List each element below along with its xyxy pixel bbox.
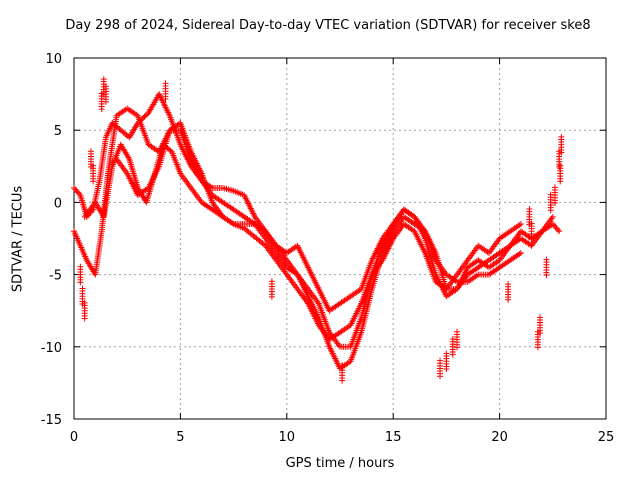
data-point: [167, 147, 174, 154]
data-point: [100, 76, 107, 83]
data-point: [77, 263, 84, 270]
data-point: [551, 184, 558, 191]
x-tick-label: 10: [279, 430, 296, 445]
data-point: [549, 221, 556, 228]
axis-ticks: 0 5 10 15 20 25 -15 -10 -5 0 5 10: [41, 52, 615, 445]
data-point: [552, 223, 559, 230]
data-point: [449, 336, 456, 343]
data-point: [543, 256, 550, 263]
y-axis-label: SDTVAR / TECUs: [10, 185, 26, 293]
data-point: [454, 328, 461, 335]
data-marks: [71, 76, 565, 384]
x-tick-label: 15: [385, 430, 402, 445]
chart-title: Day 298 of 2024, Sidereal Day-to-day VTE…: [65, 18, 591, 33]
data-point: [79, 285, 86, 292]
x-tick-label: 0: [70, 430, 78, 445]
data-point: [141, 113, 148, 120]
y-tick-label: -15: [41, 413, 62, 428]
data-point: [142, 112, 149, 119]
y-tick-label: 10: [45, 52, 62, 67]
data-point: [517, 221, 524, 228]
data-point: [554, 226, 561, 233]
data-point: [547, 191, 554, 198]
data-point: [551, 222, 558, 229]
data-point: [339, 361, 346, 368]
series-spikes: [77, 76, 565, 384]
data-point: [553, 225, 560, 232]
data-point: [74, 189, 81, 196]
data-point: [81, 299, 88, 306]
y-tick-label: -5: [49, 269, 62, 284]
data-point: [88, 148, 95, 155]
data-point: [90, 162, 97, 169]
x-tick-label: 5: [176, 430, 184, 445]
series-track-d: [113, 127, 524, 314]
data-point: [71, 184, 77, 191]
data-point: [443, 350, 450, 357]
plot-frame: [73, 57, 607, 420]
y-tick-label: -10: [41, 341, 62, 356]
data-point: [549, 213, 556, 220]
data-point: [517, 249, 524, 256]
data-point: [528, 220, 535, 227]
y-tick-label: 0: [54, 196, 62, 211]
data-point: [505, 281, 512, 288]
y-tick-label: 5: [54, 124, 62, 139]
x-tick-label: 20: [491, 430, 508, 445]
data-point: [162, 80, 169, 87]
x-tick-label: 25: [598, 430, 615, 445]
data-point: [557, 162, 564, 169]
x-axis-label: GPS time / hours: [285, 456, 395, 471]
data-point: [102, 83, 109, 90]
series-track-c: [81, 141, 524, 343]
data-point: [526, 206, 533, 213]
data-point: [558, 133, 565, 140]
data-point: [268, 278, 275, 285]
data-point: [537, 314, 544, 321]
data-point: [556, 228, 563, 235]
data-point: [76, 190, 83, 197]
data-point: [73, 187, 80, 194]
data-point: [72, 186, 79, 193]
data-point: [437, 357, 444, 364]
